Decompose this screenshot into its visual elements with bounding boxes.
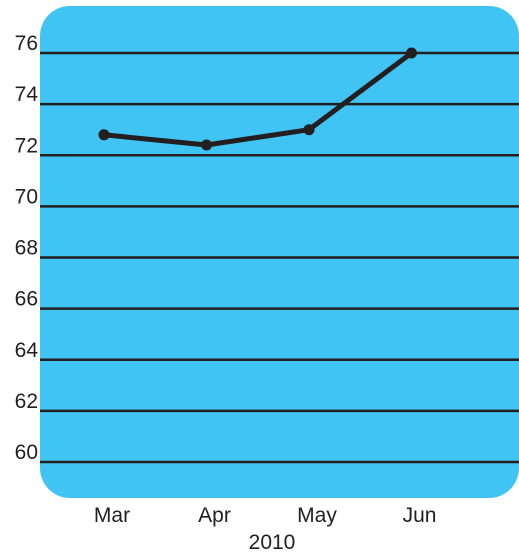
x-axis-title: 2010: [249, 531, 296, 554]
data-point: [303, 124, 315, 136]
data-point: [98, 129, 110, 141]
x-tick-label: Apr: [198, 504, 231, 527]
y-tick-label: 74: [15, 83, 39, 106]
y-tick-label: 70: [15, 185, 38, 208]
x-axis-ticks: Mar Apr May Jun: [94, 504, 437, 527]
y-axis-ticks: 60 62 64 66 68 70 72 74 76: [15, 32, 39, 464]
series-line: [101, 50, 414, 148]
data-point: [201, 139, 212, 151]
data-points: [98, 47, 417, 151]
y-tick-label: 72: [15, 134, 38, 157]
y-tick-label: 76: [15, 32, 38, 55]
data-point: [406, 47, 417, 59]
y-tick-label: 60: [15, 441, 38, 464]
y-tick-label: 68: [15, 237, 38, 260]
gridlines: [40, 51, 519, 464]
y-tick-label: 66: [15, 288, 38, 311]
x-tick-label: Mar: [94, 504, 130, 527]
x-tick-label: Jun: [403, 504, 437, 527]
plot-panel: [40, 6, 519, 498]
x-tick-label: May: [297, 504, 337, 527]
y-tick-label: 62: [15, 390, 38, 413]
y-tick-label: 64: [15, 339, 39, 362]
